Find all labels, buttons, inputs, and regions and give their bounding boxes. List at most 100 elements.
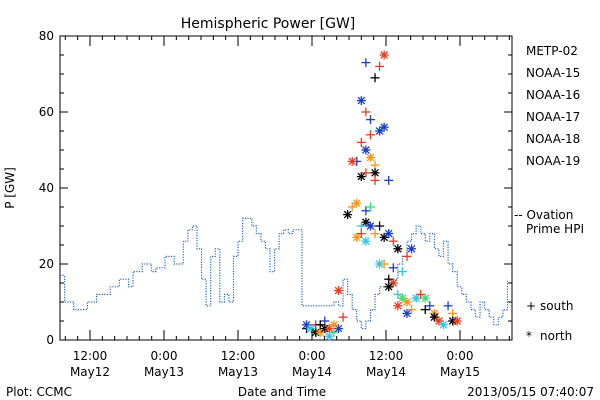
data-point-noaa-16-south (393, 289, 403, 299)
data-point-noaa-17-north (420, 293, 430, 303)
data-point-noaa-19-south (365, 130, 375, 140)
data-point-noaa-19-south (375, 61, 385, 71)
data-point-metp-02-south (384, 274, 394, 284)
data-point-noaa-16-north (306, 324, 316, 334)
data-point-noaa-15-north (361, 145, 371, 155)
data-point-noaa-18-south (448, 308, 458, 318)
x-tick-time: 12:00 (221, 349, 256, 363)
data-point-noaa-18-south (370, 229, 380, 239)
footer-credit: Plot: CCMC (6, 385, 72, 399)
satellite-points (302, 50, 462, 341)
y-tick-label: 0 (46, 333, 54, 347)
data-point-noaa-19-south (356, 229, 366, 239)
footer-timestamp: 2013/05/15 07:40:07 (467, 385, 594, 399)
data-point-noaa-18-south (370, 160, 380, 170)
data-point-noaa-19-north (452, 316, 462, 326)
x-tick-date: May14 (366, 365, 406, 379)
data-point-metp-02-north (393, 244, 403, 254)
y-axis: 0 20 40 60 80 (39, 29, 512, 347)
data-point-noaa-18-north (329, 320, 339, 330)
x-tick-time: 12:00 (369, 349, 404, 363)
data-point-noaa-15-south (365, 115, 375, 125)
ovation-line (60, 217, 509, 330)
data-point-noaa-19-north (379, 50, 389, 60)
legend-item-noaa-19: NOAA-19 (526, 154, 580, 168)
data-point-noaa-18-north (352, 232, 362, 242)
data-point-noaa-19-north (388, 278, 398, 288)
legend-item-noaa-16: NOAA-16 (526, 88, 580, 102)
data-point-noaa-18-north (402, 297, 412, 307)
legend-item-noaa-17: NOAA-17 (526, 110, 580, 124)
data-point-noaa-19-south (388, 236, 398, 246)
y-tick-label: 60 (39, 105, 54, 119)
data-point-metp-02-south (420, 305, 430, 315)
data-point-noaa-17-south (329, 327, 339, 337)
data-point-noaa-18-south (347, 202, 357, 212)
data-point-noaa-19-south (416, 289, 426, 299)
x-tick-time: 0:00 (299, 349, 326, 363)
x-tick-time: 0:00 (151, 349, 178, 363)
data-point-noaa-15-north (356, 96, 366, 106)
y-tick-label: 80 (39, 29, 54, 43)
marker-legend-symbol: + (526, 299, 536, 313)
x-tick-date: May12 (70, 365, 110, 379)
data-point-noaa-15-north (384, 229, 394, 239)
data-point-noaa-19-south (361, 168, 371, 178)
data-point-noaa-16-south (397, 267, 407, 277)
x-tick-time: 0:00 (447, 349, 474, 363)
data-point-noaa-19-south (361, 107, 371, 117)
y-axis-label: P [GW] (3, 167, 17, 209)
data-point-noaa-15-south (361, 206, 371, 216)
data-point-noaa-19-north (334, 286, 344, 296)
data-point-noaa-15-north (334, 324, 344, 334)
legend-item-noaa-18: NOAA-18 (526, 132, 580, 146)
x-tick-date: May15 (440, 365, 480, 379)
legend-ovation-line1: -- Ovation (514, 208, 573, 222)
data-point-noaa-15-south (361, 58, 371, 68)
data-point-noaa-16-north (324, 331, 334, 341)
data-point-metp-02-north (343, 210, 353, 220)
x-tick-date: May13 (218, 365, 258, 379)
data-point-noaa-15-north (375, 126, 385, 136)
legend-item-noaa-15: NOAA-15 (526, 66, 580, 80)
data-point-noaa-15-north (407, 244, 417, 254)
data-point-noaa-16-north (411, 293, 421, 303)
data-point-metp-02-south (315, 320, 325, 330)
y-tick-label: 40 (39, 181, 54, 195)
data-point-noaa-15-north (402, 308, 412, 318)
data-point-noaa-15-south (320, 316, 330, 326)
data-point-noaa-18-north (352, 198, 362, 208)
data-point-noaa-18-south (407, 305, 417, 315)
data-point-metp-02-north (384, 282, 394, 292)
legend-ovation-line2: Prime HPI (526, 222, 584, 236)
marker-legend-symbol: * (526, 329, 532, 343)
data-point-noaa-19-south (356, 137, 366, 147)
data-point-noaa-17-south (365, 202, 375, 212)
data-point-noaa-15-north (379, 122, 389, 132)
data-point-metp-02-north (356, 172, 366, 182)
data-point-noaa-19-south (402, 251, 412, 261)
legend-item-metp-02: METP-02 (526, 44, 578, 58)
y-tick-label: 20 (39, 257, 54, 271)
data-point-noaa-16-north (439, 320, 449, 330)
x-tick-date: May13 (144, 365, 184, 379)
x-axis-label: Date and Time (238, 385, 326, 399)
data-point-noaa-19-north (393, 301, 403, 311)
data-point-noaa-16-south (356, 221, 366, 231)
data-point-noaa-15-south (384, 175, 394, 185)
data-point-noaa-18-north (365, 153, 375, 163)
data-point-noaa-19-south (338, 312, 348, 322)
x-tick-time: 12:00 (73, 349, 108, 363)
data-point-noaa-15-south (388, 263, 398, 273)
data-point-noaa-16-north (361, 236, 371, 246)
data-point-metp-02-south (375, 221, 385, 231)
data-point-noaa-15-north (365, 221, 375, 231)
ovation-series (60, 217, 509, 330)
data-point-noaa-15-south (425, 301, 435, 311)
marker-legend-south: south (540, 299, 574, 313)
x-tick-date: May14 (292, 365, 332, 379)
data-point-noaa-19-south (370, 175, 380, 185)
data-point-noaa-18-south (379, 259, 389, 269)
